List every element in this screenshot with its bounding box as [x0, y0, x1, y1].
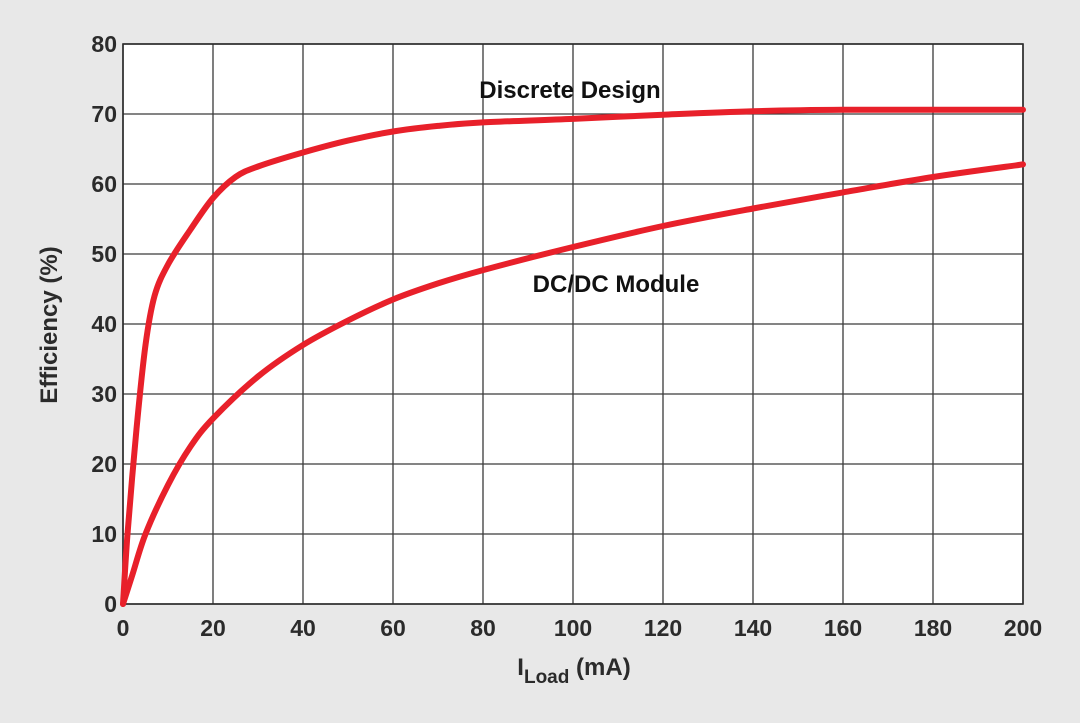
x-tick-label-140: 140 — [734, 615, 772, 641]
series-label-discrete-design: Discrete Design — [479, 77, 660, 104]
x-tick-label-80: 80 — [470, 615, 496, 641]
y-tick-label-0: 0 — [104, 591, 117, 617]
y-axis-label: Efficiency (%) — [36, 246, 63, 403]
x-tick-label-20: 20 — [200, 615, 226, 641]
series-line-discrete-design — [120, 106, 1026, 607]
y-tick-label-50: 50 — [91, 241, 117, 267]
x-tick-label-200: 200 — [1004, 615, 1042, 641]
y-tick-label-60: 60 — [91, 171, 117, 197]
series-label-dcdc-module: DC/DC Module — [533, 271, 700, 298]
x-tick-label-40: 40 — [290, 615, 316, 641]
x-axis-label: ILoad (mA) — [517, 654, 630, 688]
x-axis-label-main: I — [517, 654, 524, 681]
y-axis-ticks: 0 10 20 30 40 50 60 70 80 — [91, 31, 117, 617]
x-axis-ticks: 0 20 40 60 80 100 120 140 160 180 200 — [117, 615, 1043, 641]
y-tick-label-40: 40 — [91, 311, 117, 337]
x-tick-label-120: 120 — [644, 615, 682, 641]
x-axis-label-unit: (mA) — [569, 654, 630, 681]
x-tick-label-100: 100 — [554, 615, 592, 641]
x-tick-label-180: 180 — [914, 615, 952, 641]
y-tick-label-10: 10 — [91, 521, 117, 547]
y-tick-label-70: 70 — [91, 101, 117, 127]
x-tick-label-60: 60 — [380, 615, 406, 641]
y-tick-label-30: 30 — [91, 381, 117, 407]
y-tick-label-80: 80 — [91, 31, 117, 57]
x-tick-label-160: 160 — [824, 615, 862, 641]
y-tick-label-20: 20 — [91, 451, 117, 477]
series-lines — [120, 106, 1026, 607]
x-axis-label-subscript: Load — [524, 667, 569, 688]
grid-lines — [122, 43, 1024, 605]
x-tick-label-0: 0 — [117, 615, 130, 641]
plot-frame — [122, 43, 1024, 605]
series-line-dc-dc-module — [120, 161, 1026, 607]
